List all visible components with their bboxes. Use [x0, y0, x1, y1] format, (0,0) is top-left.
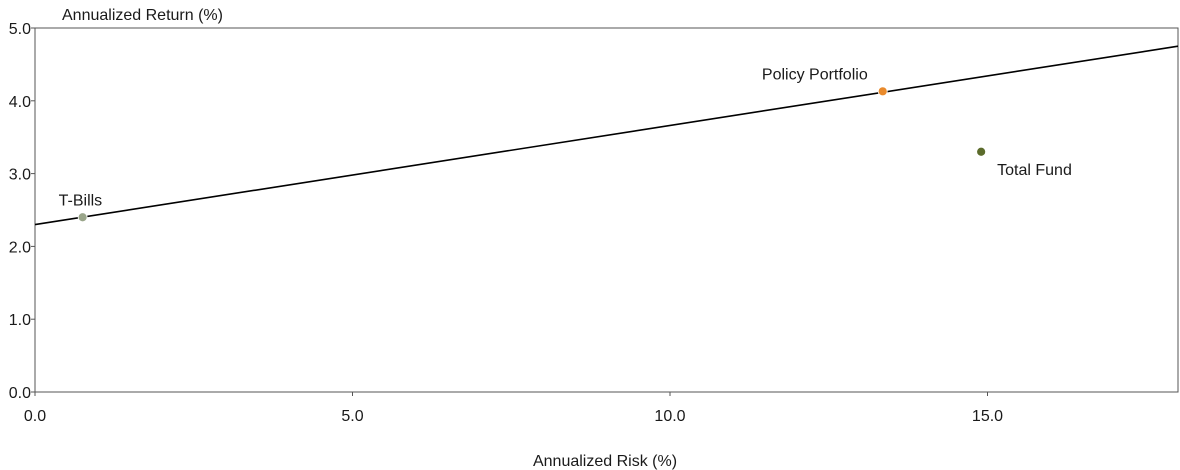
x-tick-label: 10.0 — [654, 408, 685, 425]
y-tick-label: 5.0 — [9, 21, 31, 38]
y-tick-label: 1.0 — [9, 312, 31, 329]
axes: 0.0 1.0 2.0 3.0 4.0 5.0 0.0 5.0 10.0 15.0 — [9, 21, 1003, 425]
x-tick-label: 5.0 — [341, 408, 363, 425]
y-tick-label: 0.0 — [9, 385, 31, 402]
line-series — [34, 45, 1179, 226]
scatter-points — [77, 86, 987, 223]
plot-area — [34, 27, 1179, 393]
y-tick-label: 2.0 — [9, 239, 31, 256]
point-label-total-fund: Total Fund — [997, 162, 1072, 179]
point-policy-portfolio — [877, 86, 888, 97]
point-label-t-bills: T-Bills — [59, 192, 103, 209]
point-labels: T-Bills Policy Portfolio Total Fund — [59, 66, 1072, 209]
x-tick-label: 15.0 — [972, 408, 1003, 425]
point-t-bills — [77, 212, 88, 223]
y-tick-label: 3.0 — [9, 167, 31, 184]
point-label-policy-portfolio: Policy Portfolio — [762, 66, 868, 83]
plot-frame — [34, 27, 1179, 393]
point-total-fund — [976, 146, 987, 157]
y-axis-title: Annualized Return (%) — [62, 7, 223, 24]
x-tick-label: 0.0 — [24, 408, 46, 425]
capital-market-line — [34, 45, 1179, 226]
x-axis-title: Annualized Risk (%) — [533, 453, 677, 470]
y-tick-label: 4.0 — [9, 94, 31, 111]
